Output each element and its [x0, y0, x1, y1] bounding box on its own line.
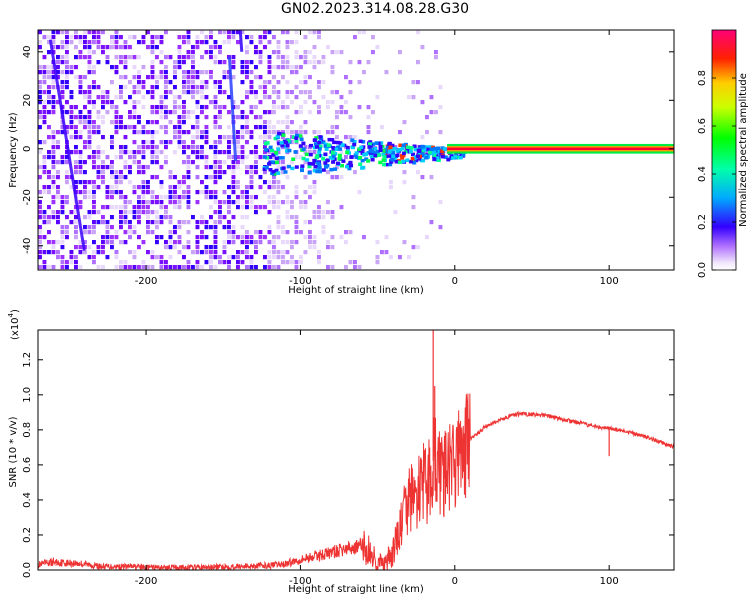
- spectrogram-x-tick-label: -100: [289, 276, 312, 287]
- snr-x-tick-label: -100: [289, 576, 312, 587]
- chart-title: GN02.2023.314.08.28.G30: [280, 1, 470, 17]
- snr-y-tick-label: 0.4: [22, 492, 33, 508]
- colorbar-gradient: [711, 29, 737, 271]
- colorbar-tick-label: 0.8: [697, 70, 708, 86]
- svg-text:(x104): (x104): [7, 309, 21, 340]
- snr-plot-background: [38, 330, 674, 570]
- snr-plot-frame: [37, 329, 675, 571]
- spectrogram-y-tick-label: 0: [22, 146, 33, 152]
- scale-note-prefix: (x10: [10, 317, 21, 340]
- colorbar-tick-label: 0.4: [697, 166, 708, 182]
- snr-plot: -200 -100 0 100 0.0 0.2 0.4 0.6 0.8 1.0 1.2 Heigh…: [7, 309, 675, 595]
- colorbar: 0.0 0.2 0.4 0.6 0.8 Normalized spectral ampl…: [697, 29, 749, 278]
- spectrogram-x-tick-label: -200: [135, 276, 158, 287]
- colorbar-tick-label: 0.6: [697, 118, 708, 134]
- snr-x-axis-label: Height of straight line (km): [288, 584, 424, 595]
- spectrogram-y-tick-label: 20: [22, 94, 33, 107]
- snr-y-tick-label: 0.0: [22, 562, 33, 578]
- spectrogram-y-tick-label: 40: [22, 45, 33, 58]
- snr-x-tick-label: 0: [452, 576, 458, 587]
- snr-y-tick-label: 1.0: [22, 387, 33, 403]
- snr-y-axis-label: SNR (10 * v/v): [8, 416, 19, 487]
- spectrogram-y-axis-label: Frequency (Hz): [8, 112, 19, 188]
- colorbar-tick-label: 0.0: [697, 262, 708, 278]
- snr-x-tick-label: 100: [600, 576, 619, 587]
- spectrogram-y-tick-label: -20: [22, 189, 33, 205]
- snr-y-tick-label: 0.6: [22, 457, 33, 473]
- snr-y-tick-label: 0.2: [22, 527, 33, 543]
- colorbar-label: Normalized spectral amplitude: [738, 73, 749, 227]
- spectrogram-x-tick-label: 100: [600, 276, 619, 287]
- snr-series-line: [38, 393, 674, 570]
- spectrogram-frame: [37, 29, 675, 271]
- snr-x-tick-label: -200: [135, 576, 158, 587]
- snr-y-tick-label: 0.8: [22, 422, 33, 438]
- spectrogram-cells: [38, 30, 674, 270]
- spectrogram-y-tick-label: -40: [22, 238, 33, 254]
- snr-scale-note: (x104): [7, 309, 21, 340]
- scale-note-close: ): [10, 309, 21, 313]
- spectrogram-x-axis-label: Height of straight line (km): [288, 285, 424, 296]
- colorbar-tick-label: 0.2: [697, 214, 708, 230]
- scale-note-exponent: 4: [7, 312, 15, 317]
- snr-y-tick-label: 1.2: [22, 352, 33, 368]
- spectrogram-x-tick-label: 0: [452, 276, 458, 287]
